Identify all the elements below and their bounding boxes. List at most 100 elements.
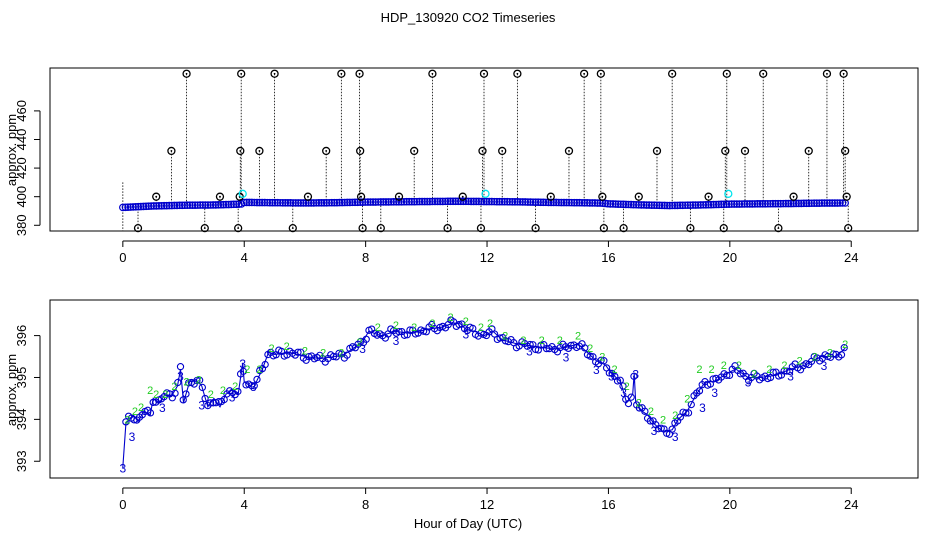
series-2-marker: 2: [611, 364, 617, 376]
outlier-point: [394, 192, 404, 201]
outlier-point: [255, 146, 264, 156]
baseline-point: [369, 198, 377, 206]
baseline-point: [395, 198, 403, 206]
baseline-point: [268, 198, 277, 207]
outlier-point-center: [413, 150, 416, 152]
baseline-point: [645, 201, 653, 209]
series-2-marker: 2: [660, 414, 666, 426]
baseline-point: [387, 198, 395, 206]
outlier-point: [200, 223, 209, 233]
data-point: [239, 367, 247, 375]
baseline-point: [658, 201, 666, 210]
data-point: [829, 350, 837, 358]
data-point: [723, 371, 731, 379]
outlier-point: [236, 146, 245, 156]
baseline-point: [168, 201, 176, 210]
outlier-point: [822, 69, 832, 78]
outlier-point-center: [599, 72, 602, 75]
baseline-point: [771, 199, 780, 208]
baseline-point: [338, 198, 346, 207]
outlier-point-center: [379, 227, 382, 230]
baseline-point: [606, 200, 615, 208]
baseline-point: [134, 202, 143, 211]
series-2-marker: 2: [478, 322, 484, 334]
baseline-point: [526, 198, 535, 206]
outlier-point-center: [446, 227, 449, 230]
top-x-tick-label: 20: [723, 250, 737, 265]
outlier-point: [358, 223, 367, 233]
baseline-point: [178, 201, 186, 210]
outlier-point: [596, 69, 605, 78]
outlier-point: [634, 192, 643, 201]
data-point: [725, 371, 734, 380]
baseline-point: [580, 199, 589, 207]
baseline-point: [204, 201, 212, 209]
baseline-point: [751, 200, 759, 208]
bottom-plot-frame: [49, 299, 919, 479]
baseline-point: [787, 199, 795, 208]
data-point: [253, 375, 261, 384]
top-plot-frame: [49, 67, 919, 232]
baseline-point: [784, 199, 793, 208]
baseline-point: [227, 200, 235, 209]
baseline-point: [379, 198, 388, 206]
baseline-point: [348, 198, 357, 207]
outlier-point-center: [481, 150, 484, 152]
outlier-point: [513, 69, 522, 78]
data-point: [630, 372, 638, 380]
baseline-point: [175, 201, 184, 210]
outlier-point-center: [762, 72, 765, 75]
baseline-point: [797, 199, 806, 208]
baseline-point: [725, 200, 733, 208]
baseline-point: [278, 198, 287, 207]
outlier-point: [234, 223, 243, 233]
outlier-point-center: [340, 72, 343, 75]
baseline-point: [619, 200, 628, 209]
baseline-point: [642, 201, 651, 209]
baseline-point: [384, 198, 393, 206]
series-3-marker: 3: [620, 386, 627, 400]
baseline-point: [389, 198, 398, 206]
outlier-point: [355, 69, 364, 78]
baseline-point: [402, 197, 411, 206]
baseline-point: [660, 201, 669, 210]
baseline-point: [782, 199, 790, 208]
data-point: [600, 356, 608, 365]
series-3-marker: 3: [159, 401, 166, 415]
data-point: [201, 394, 209, 403]
baseline-point: [188, 201, 197, 209]
baseline-point: [838, 199, 847, 207]
baseline-point: [653, 201, 661, 210]
outlier-point-center: [137, 227, 139, 230]
outlier-point-center: [549, 195, 552, 198]
data-point: [769, 368, 777, 376]
baseline-point: [322, 198, 331, 207]
baseline-point: [717, 200, 726, 209]
outlier-point-center: [792, 195, 795, 198]
baseline-point: [663, 201, 671, 210]
outlier-point-center: [844, 150, 847, 152]
baseline-point: [245, 198, 254, 207]
baseline-point: [260, 198, 269, 207]
data-point: [624, 399, 633, 408]
outlier-point: [580, 69, 589, 78]
outlier-point-center: [826, 72, 828, 75]
baseline-point: [823, 199, 831, 207]
bottom-x-tick-label: 12: [480, 497, 494, 512]
baseline-point: [294, 199, 303, 207]
baseline-point: [162, 201, 171, 210]
outlier-point-center: [203, 227, 206, 230]
series-3-marker: 3: [229, 390, 236, 404]
series-3-marker: 3: [119, 462, 126, 476]
outlier-point: [288, 223, 297, 233]
baseline-point: [650, 201, 659, 209]
baseline-point: [712, 200, 720, 209]
baseline-point: [776, 199, 785, 208]
baseline-point: [333, 198, 341, 207]
outlier-point-center: [273, 72, 276, 75]
series-3-marker: 3: [745, 376, 752, 390]
data-point: [419, 327, 428, 335]
outlier-point-center: [568, 150, 570, 152]
series-2-marker: 2: [696, 364, 702, 376]
baseline-point: [410, 197, 419, 206]
